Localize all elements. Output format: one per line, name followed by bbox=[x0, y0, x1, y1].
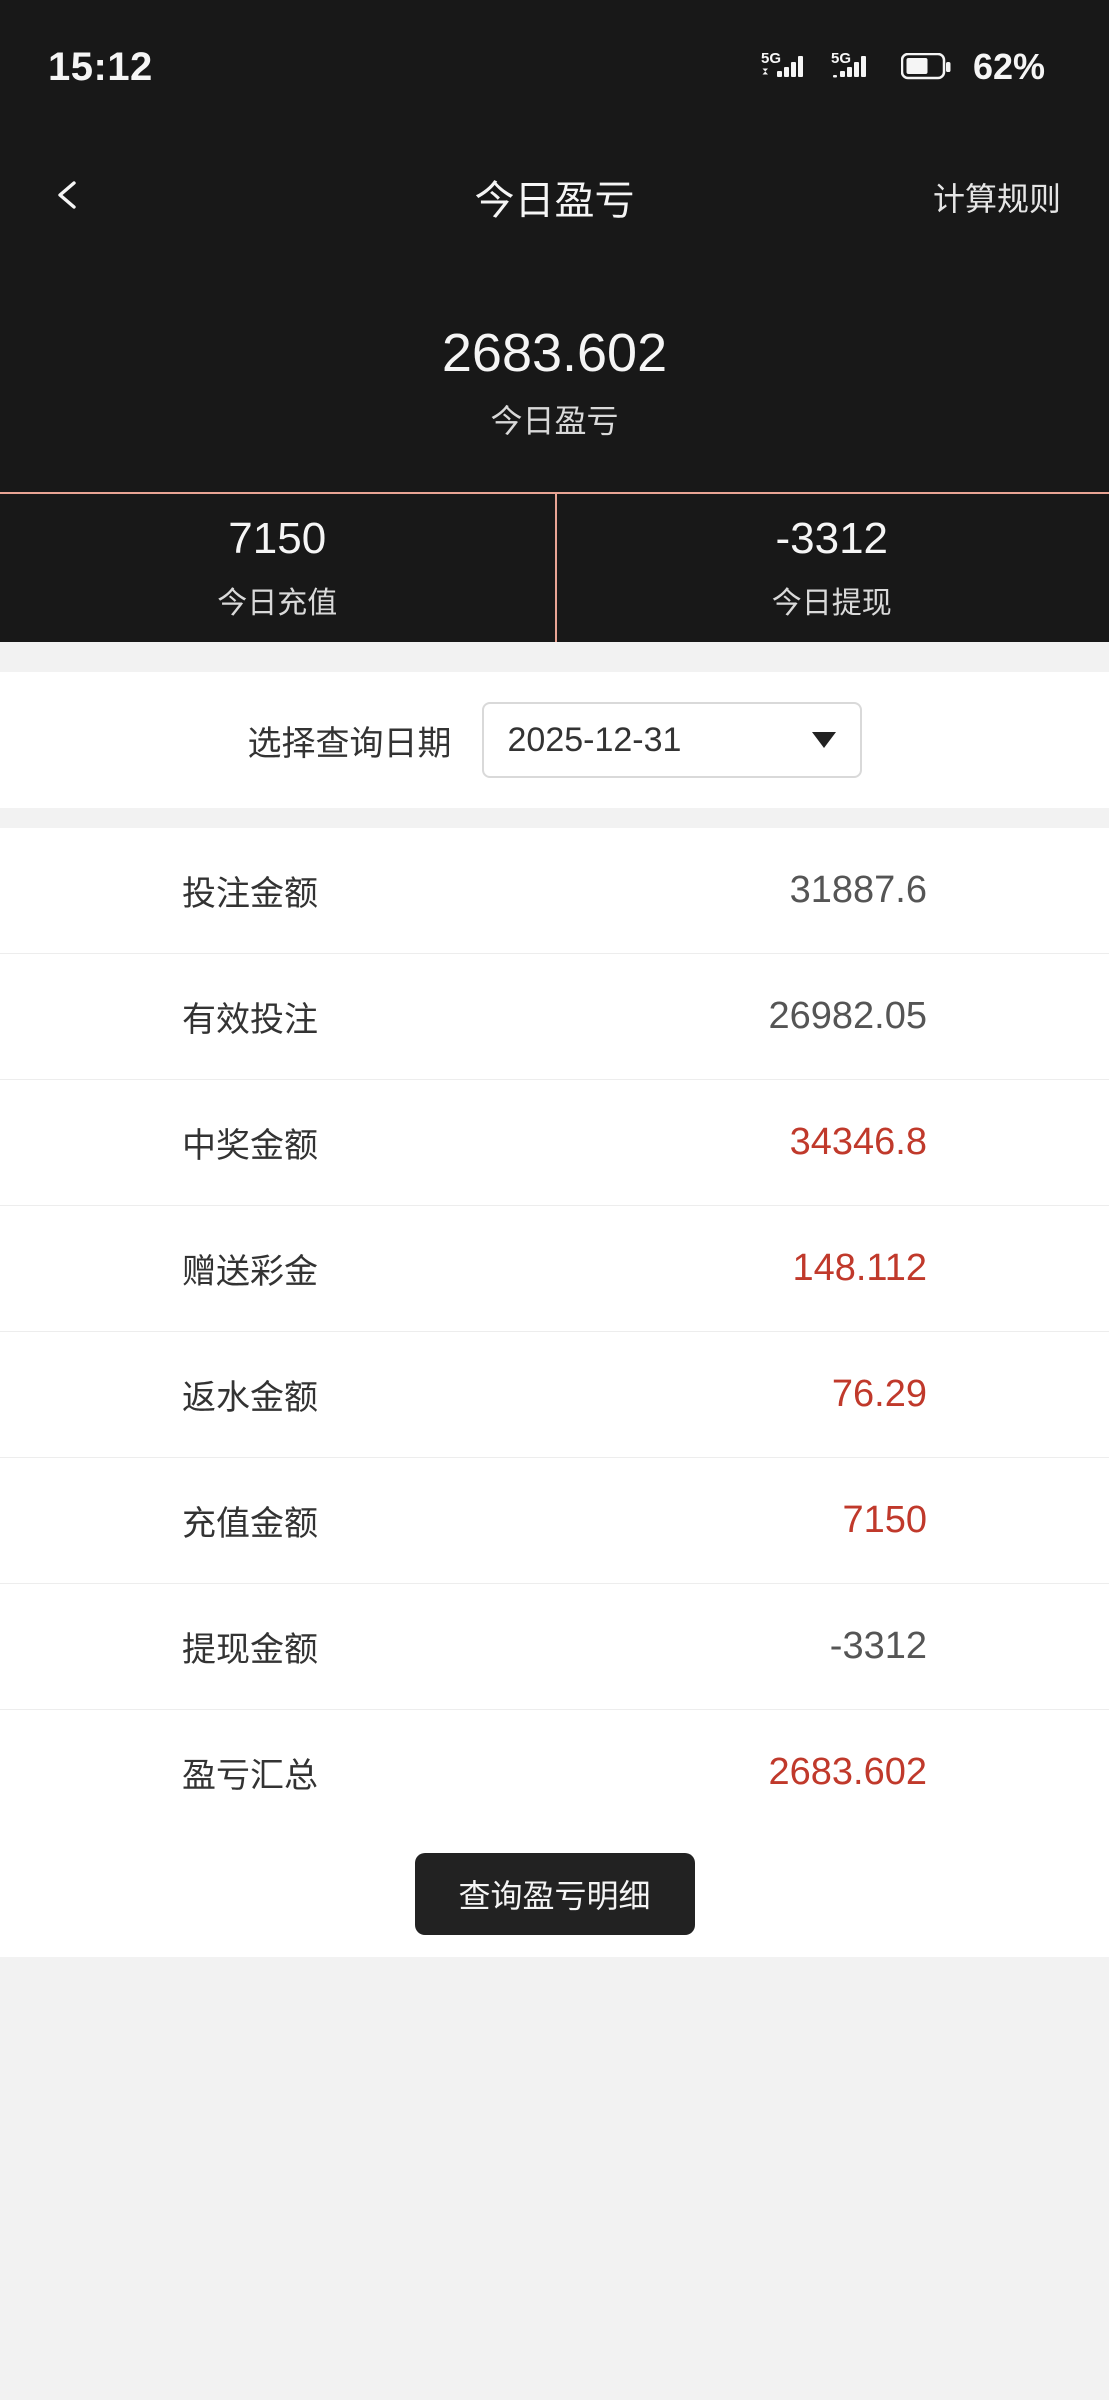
svg-text:5G: 5G bbox=[831, 50, 851, 67]
svg-text:5G: 5G bbox=[761, 50, 781, 67]
